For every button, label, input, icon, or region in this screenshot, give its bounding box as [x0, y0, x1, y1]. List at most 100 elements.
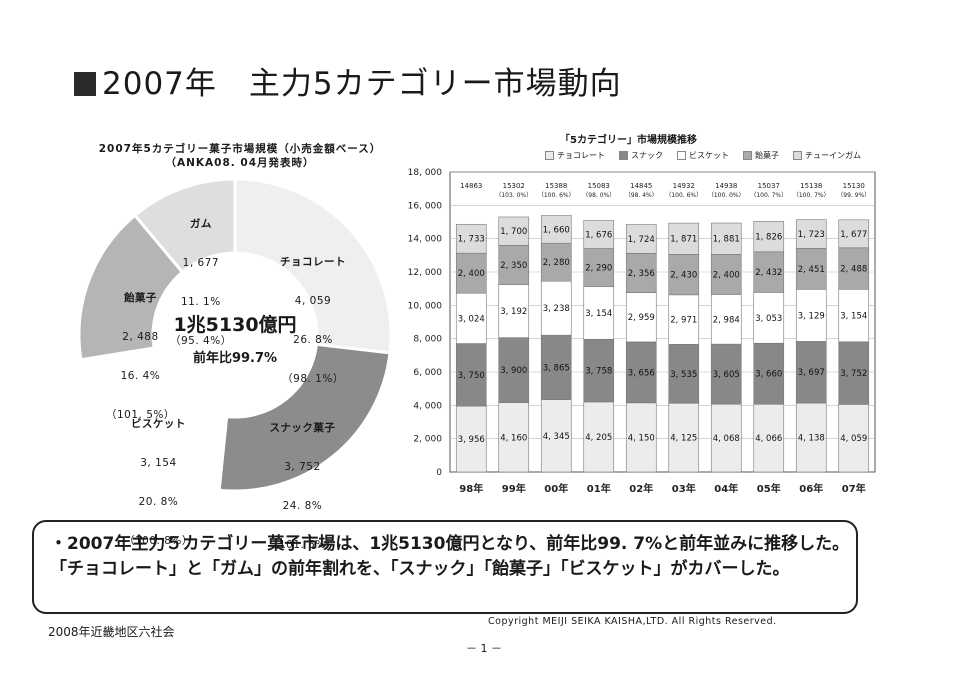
bar-data-label: 1, 677	[840, 230, 867, 240]
footer-organization: 2008年近畿地区六社会	[48, 625, 175, 639]
donut-title-line2: （ANKA08. 04月発表時）	[165, 157, 315, 169]
bar-total-label: 14863	[460, 182, 482, 190]
bar-data-label: 3, 129	[798, 311, 825, 321]
y-tick-label: 10, 000	[408, 301, 443, 311]
bar-segment	[498, 284, 530, 338]
bar-segment	[710, 294, 742, 345]
x-tick-label: 99年	[502, 482, 526, 495]
segment-share: 24. 8%	[282, 500, 323, 512]
bar-segment	[540, 334, 572, 400]
donut-segment	[79, 346, 229, 492]
legend-label: スナック	[631, 151, 663, 160]
bar-data-label: 2, 400	[713, 270, 740, 280]
bar-data-label: 1, 660	[543, 225, 570, 235]
bar-data-label: 3, 024	[458, 314, 485, 324]
bar-total-label: 15138	[800, 182, 822, 190]
summary-box	[32, 520, 858, 614]
legend-label: チョコレート	[557, 151, 605, 160]
bar-segment	[710, 222, 742, 255]
bar-data-label: 3, 758	[585, 367, 612, 377]
summary-text: ・2007年主力５カテゴリー菓子市場は、1兆5130億円となり、前年比99. 7…	[50, 534, 850, 579]
bar-segment	[625, 292, 657, 343]
donut-label-candy: 飴菓子 2, 488 16. 4% （101. 5%）	[106, 266, 175, 435]
bar-data-label: 2, 290	[585, 264, 612, 274]
donut-segment	[233, 177, 393, 355]
bar-data-label: 1, 826	[755, 233, 782, 243]
bar-segment	[455, 343, 487, 407]
bar-data-label: 3, 535	[670, 370, 697, 380]
bar-data-label: 3, 238	[543, 304, 570, 314]
segment-share: 16. 4%	[120, 370, 161, 382]
bar-data-label: 3, 752	[840, 369, 867, 379]
legend-swatch	[619, 151, 628, 160]
segment-name: スナック菓子	[269, 422, 336, 434]
bar-data-label: 2, 356	[628, 269, 655, 279]
bar-data-label: 2, 400	[458, 269, 485, 279]
bar-data-label: 2, 451	[798, 265, 825, 275]
bar-segment	[668, 254, 700, 296]
y-tick-label: 12, 000	[408, 268, 443, 278]
bar-total-label: 15302	[503, 182, 525, 190]
segment-name: チョコレート	[280, 256, 346, 268]
bar-data-label: 4, 160	[500, 433, 527, 443]
segment-share: 11. 1%	[181, 296, 221, 308]
legend-swatch	[793, 151, 802, 160]
bar-data-label: 3, 865	[543, 363, 570, 373]
legend-swatch	[545, 151, 554, 160]
y-tick-label: 8, 000	[413, 335, 442, 345]
bar-segment	[795, 219, 827, 249]
bar-total-yoy-label: （98. 0%）	[582, 192, 615, 199]
segment-name: ガム	[189, 218, 212, 230]
segment-value: 4, 059	[294, 295, 332, 307]
donut-chart	[77, 177, 393, 493]
legend-swatch	[743, 151, 752, 160]
bar-segment	[498, 402, 530, 473]
bar-segment	[668, 402, 700, 473]
bar-segment	[753, 403, 785, 473]
segment-yoy: （95. 4%）	[170, 335, 232, 347]
y-tick-label: 14, 000	[408, 235, 443, 245]
x-tick-label: 00年	[544, 482, 568, 495]
bar-segment	[540, 242, 572, 282]
segment-value: 3, 154	[140, 457, 177, 469]
bar-total-yoy-label: （100. 0%）	[708, 192, 745, 199]
segment-yoy: （101. 5%）	[268, 539, 337, 551]
bar-segment	[540, 399, 572, 473]
segment-yoy: （98. 1%）	[282, 373, 344, 385]
bar-segment	[498, 216, 530, 246]
bar-data-label: 4, 345	[543, 432, 570, 442]
bar-segment	[838, 219, 870, 249]
bar-segment	[583, 338, 615, 403]
x-tick-label: 03年	[672, 482, 696, 495]
bar-data-label: 2, 430	[670, 271, 697, 281]
donut-label-chocolate: チョコレート 4, 059 26. 8% （98. 1%）	[280, 230, 346, 399]
bar-data-label: 1, 724	[628, 235, 655, 245]
bar-data-label: 4, 066	[755, 434, 782, 444]
bar-data-label: 4, 138	[798, 434, 825, 444]
legend-swatch	[677, 151, 686, 160]
bar-data-label: 1, 700	[500, 227, 527, 237]
bar-data-label: 1, 881	[713, 235, 740, 245]
bar-segment	[710, 343, 742, 405]
donut-segment	[217, 342, 392, 493]
bar-data-label: 4, 125	[670, 434, 697, 444]
bar-total-label: 15130	[843, 182, 865, 190]
bar-data-label: 3, 697	[798, 368, 825, 378]
x-tick-label: 05年	[757, 482, 781, 495]
bar-total-label: 15388	[545, 182, 567, 190]
bar-data-label: 3, 956	[458, 435, 485, 445]
bar-data-label: 4, 059	[840, 434, 867, 444]
bar-data-label: 4, 068	[713, 434, 740, 444]
donut-label-gum: ガム 1, 677 11. 1% （95. 4%）	[170, 192, 232, 361]
bar-segment	[498, 337, 530, 403]
page-number: － 1 －	[466, 642, 502, 655]
bar-data-label: 2, 488	[840, 265, 867, 275]
segment-value: 2, 488	[122, 331, 159, 343]
bar-data-label: 2, 280	[543, 258, 570, 268]
bar-total-yoy-label: （100. 7%）	[750, 192, 787, 199]
y-tick-label: 18, 000	[408, 168, 443, 178]
bar-segment	[583, 286, 615, 340]
bar-segment	[625, 253, 657, 293]
segment-yoy: （101. 5%）	[106, 409, 175, 421]
bar-data-label: 2, 984	[713, 315, 740, 325]
